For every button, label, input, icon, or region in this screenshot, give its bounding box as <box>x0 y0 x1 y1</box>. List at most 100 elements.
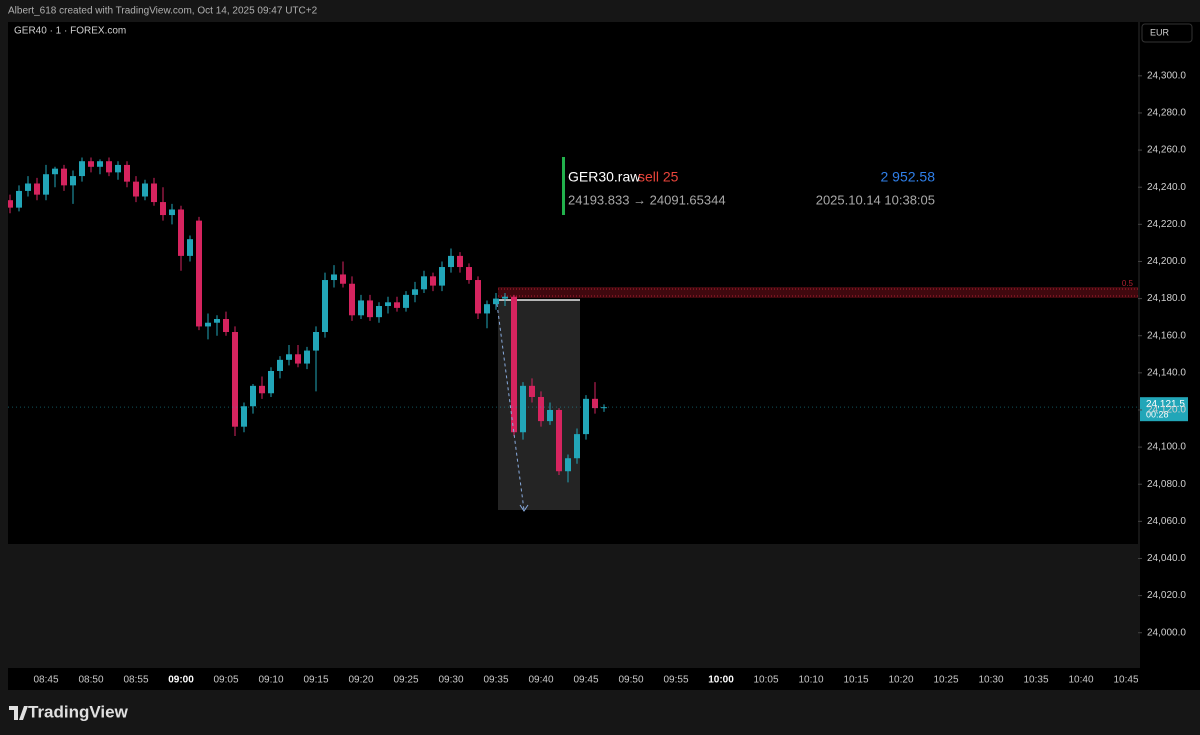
candle-body <box>457 255 463 268</box>
x-tick-label: 09:40 <box>528 675 553 686</box>
last-price: 24,121.5 <box>1146 399 1185 410</box>
candle-body <box>394 302 400 308</box>
candle-body <box>133 181 139 197</box>
x-tick-label: 10:25 <box>933 675 958 686</box>
x-tick-label: 09:35 <box>483 675 508 686</box>
candle-body <box>124 164 130 182</box>
y-tick-label: 24,000.0 <box>1147 627 1186 638</box>
plot-lower <box>8 544 1138 668</box>
y-tick-label: 24,020.0 <box>1147 590 1186 601</box>
candle-body <box>88 161 94 167</box>
x-tick-label: 10:45 <box>1113 675 1138 686</box>
y-tick-label: 24,140.0 <box>1147 367 1186 378</box>
candle-body <box>313 332 319 351</box>
x-tick-label: 09:55 <box>663 675 688 686</box>
candle-body <box>439 267 445 286</box>
candle-body <box>520 385 526 433</box>
candle-body <box>160 202 166 216</box>
trade-path <box>496 303 525 511</box>
candle-body <box>304 350 310 364</box>
x-tick-label: 09:45 <box>573 675 598 686</box>
x-tick-label: 10:05 <box>753 675 778 686</box>
x-tick-label: 10:30 <box>978 675 1003 686</box>
candle-body <box>241 406 247 427</box>
y-tick-label: 24,160.0 <box>1147 330 1186 341</box>
candle-body <box>565 458 571 472</box>
candle-body <box>340 274 346 284</box>
x-tick-label: 09:20 <box>348 675 373 686</box>
last-price-box <box>1140 397 1188 422</box>
candle-body <box>493 298 499 305</box>
candle-body <box>412 289 418 295</box>
y-tick-label: 24,260.0 <box>1147 145 1186 156</box>
level-label: 0.5 <box>1122 279 1134 288</box>
candle-body <box>8 200 13 208</box>
candle-body <box>97 161 103 167</box>
candle-body <box>502 296 508 299</box>
candle-body <box>214 319 220 323</box>
y-tick-label: 24,120.0 <box>1147 405 1186 416</box>
x-tick-label: 09:30 <box>438 675 463 686</box>
candle-body <box>430 276 436 286</box>
x-tick-label: 10:20 <box>888 675 913 686</box>
symbol-title: GER40 · 1 · FOREX.com <box>14 26 126 37</box>
credit: Albert_618 created with TradingView.com,… <box>8 6 318 17</box>
candle-body <box>277 359 283 371</box>
x-tick-label: 08:45 <box>33 675 58 686</box>
trade-symbol: GER30.raw <box>568 169 641 185</box>
candle-body <box>322 280 328 333</box>
candle-body <box>106 161 112 173</box>
candle-body <box>583 398 589 435</box>
currency: EUR <box>1150 27 1170 37</box>
candle-body <box>268 370 274 394</box>
x-tick-label: 08:50 <box>78 675 103 686</box>
candle-body <box>223 319 229 333</box>
candle-body <box>403 294 409 308</box>
trade-prices: 24193.833 → 24091.65344 <box>568 192 726 207</box>
x-tick-label: 09:25 <box>393 675 418 686</box>
x-tick-label: 10:35 <box>1023 675 1048 686</box>
candle-body <box>331 274 337 281</box>
candle-body <box>358 300 364 316</box>
x-tick-label: 09:05 <box>213 675 238 686</box>
candle-body <box>232 332 238 427</box>
candle-body <box>367 300 373 318</box>
x-tick-label: 10:10 <box>798 675 823 686</box>
candle-body <box>259 385 265 394</box>
trade-arrow <box>519 504 529 512</box>
countdown: 00:28 <box>1146 410 1169 420</box>
candle-body <box>385 302 391 307</box>
y-tick-label: 24,180.0 <box>1147 293 1186 304</box>
x-tick-label: 09:15 <box>303 675 328 686</box>
currency-box[interactable] <box>1141 23 1193 43</box>
y-tick-label: 24,200.0 <box>1147 256 1186 267</box>
candle-body <box>511 296 517 433</box>
x-tick-label: 09:00 <box>168 675 194 686</box>
candle-body <box>205 322 211 327</box>
time-axis <box>8 668 1200 690</box>
price-axis <box>1140 22 1200 668</box>
y-tick-label: 24,300.0 <box>1147 70 1186 81</box>
y-tick-label: 24,040.0 <box>1147 553 1186 564</box>
candle-body <box>547 409 553 422</box>
candle-body <box>52 168 58 175</box>
candle-body <box>538 396 544 422</box>
x-tick-label: 10:00 <box>708 675 734 686</box>
price-tag: 24,121.500:28 <box>8 397 1188 422</box>
trade-marker <box>562 157 565 215</box>
candle-body <box>79 161 85 177</box>
candle-body <box>61 168 67 186</box>
y-tick-label: 24,100.0 <box>1147 442 1186 453</box>
candle-body <box>115 164 121 173</box>
x-tick-label: 10:40 <box>1068 675 1093 686</box>
candle-body <box>250 385 256 407</box>
candle-body <box>25 183 31 191</box>
candle-body <box>70 176 76 186</box>
candle-body <box>475 280 481 314</box>
candle-body <box>178 209 184 256</box>
trade-side: sell 25 <box>638 169 679 185</box>
candle-body <box>376 306 382 318</box>
x-tick-label: 09:10 <box>258 675 283 686</box>
